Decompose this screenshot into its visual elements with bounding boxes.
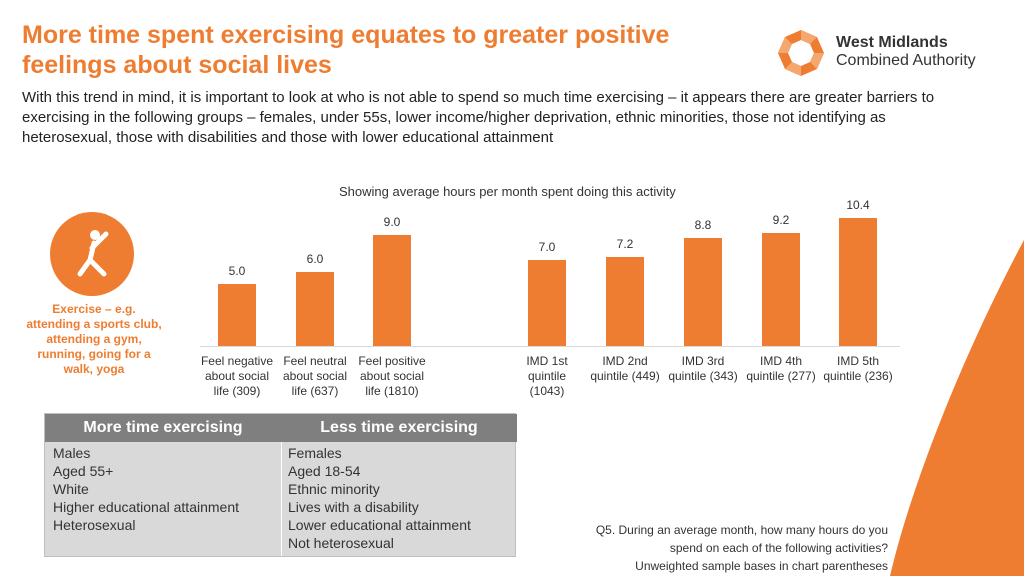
intro-text: With this trend in mind, it is important… — [22, 89, 935, 146]
chart-baseline — [200, 346, 900, 347]
more-time-list: Males Aged 55+ White Higher educational … — [53, 444, 279, 534]
bar-value-label: 10.4 — [846, 198, 870, 212]
list-item: Lower educational attainment — [288, 517, 471, 533]
table-header-less: Less time exercising — [281, 414, 517, 442]
category-label: IMD 5th quintile (236) — [823, 354, 893, 383]
footnote-line1: Q5. During an average month, how many ho… — [595, 523, 888, 537]
list-item: Heterosexual — [53, 517, 136, 533]
bar-value-label: 9.0 — [383, 215, 401, 229]
list-item: Higher educational attainment — [53, 499, 240, 515]
page-title: More time spent exercising equates to gr… — [22, 21, 670, 79]
decorative-swoosh — [890, 240, 1024, 576]
chart-bar — [762, 233, 800, 346]
chart-bar — [839, 218, 877, 346]
comparison-table: More time exercising Less time exercisin… — [44, 413, 517, 557]
category-label: IMD 1st quintile (1043) — [526, 354, 568, 398]
category-label: Feel negative about social life (309) — [200, 354, 274, 398]
activity-icon-circle — [50, 212, 134, 296]
chart-bar — [528, 260, 566, 346]
category-label: IMD 4th quintile (277) — [746, 354, 816, 383]
chart-bar — [606, 257, 644, 346]
list-item: Not heterosexual — [288, 535, 394, 551]
logo-line2: Combined Authority — [836, 52, 976, 69]
less-time-list: Females Aged 18-54 Ethnic minority Lives… — [288, 444, 514, 552]
logo-line1: West Midlands — [836, 34, 948, 51]
footnote-line2: spend on each of the following activitie… — [669, 541, 888, 555]
bar-value-label: 7.0 — [538, 240, 556, 254]
bar-value-label: 9.2 — [772, 213, 790, 227]
exercise-person-icon — [77, 230, 109, 277]
table-column-divider — [281, 442, 282, 556]
category-label: IMD 3rd quintile (343) — [668, 354, 738, 383]
chart-bar — [296, 272, 334, 346]
category-label: IMD 2nd quintile (449) — [590, 354, 660, 383]
list-item: Aged 18-54 — [288, 463, 361, 479]
wmca-logo: West Midlands Combined Authority — [776, 28, 1006, 78]
bar-value-label: 5.0 — [228, 264, 246, 278]
list-item: Ethnic minority — [288, 481, 380, 497]
chart-bar — [373, 235, 411, 346]
footnote: Q5. During an average month, how many ho… — [548, 521, 888, 575]
bar-value-label: 7.2 — [616, 237, 634, 251]
list-item: Females — [288, 445, 342, 461]
wmca-logo-mark-icon — [778, 30, 824, 76]
category-label: Feel neutral about social life (637) — [282, 354, 348, 398]
list-item: Aged 55+ — [53, 463, 114, 479]
list-item: White — [53, 481, 89, 497]
chart-title: Showing average hours per month spent do… — [339, 184, 676, 199]
chart-bar — [684, 238, 722, 346]
list-item: Males — [53, 445, 91, 461]
chart-bar — [218, 284, 256, 346]
table-header-more: More time exercising — [45, 414, 281, 442]
bar-value-label: 8.8 — [694, 218, 712, 232]
activity-label: Exercise – e.g. attending a sports club,… — [26, 302, 162, 376]
footnote-line3: Unweighted sample bases in chart parenth… — [635, 559, 888, 573]
category-label: Feel positive about social life (1810) — [358, 354, 426, 398]
list-item: Lives with a disability — [288, 499, 419, 515]
bar-value-label: 6.0 — [306, 252, 324, 266]
